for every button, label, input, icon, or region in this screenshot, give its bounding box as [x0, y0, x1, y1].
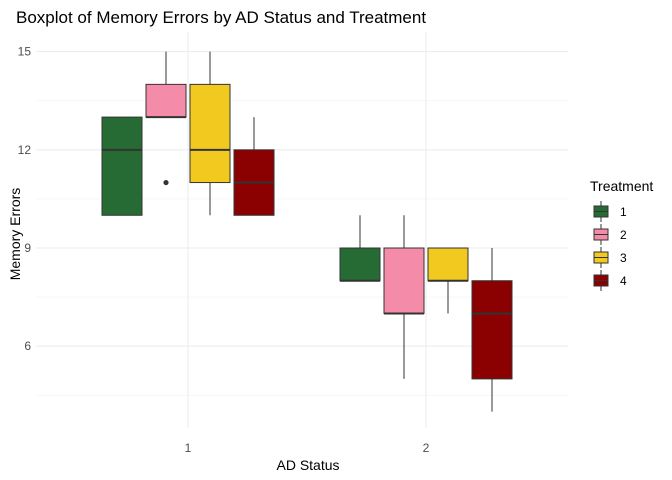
box-iqr [145, 83, 187, 118]
box-4-ad-1 [233, 117, 275, 216]
y-tick-label: 9 [24, 241, 31, 255]
legend: Treatment 1 2 3 4 [590, 178, 653, 291]
box-1-ad-1 [101, 116, 143, 216]
box-iqr [427, 247, 469, 282]
y-axis-label: Memory Errors [7, 188, 23, 281]
box-iqr [471, 280, 513, 380]
legend-key-4 [593, 270, 609, 291]
y-tick-label: 15 [18, 45, 32, 59]
x-axis-label: AD Status [276, 457, 339, 473]
y-tick-labels: 6 9 12 15 [18, 45, 32, 354]
chart-title: Boxplot of Memory Errors by AD Status an… [16, 8, 426, 27]
box-iqr [339, 247, 381, 282]
box-iqr [383, 247, 425, 314]
y-tick-label: 12 [18, 143, 32, 157]
legend-key-2 [593, 224, 609, 245]
legend-label: 4 [620, 274, 627, 288]
outlier-point [163, 179, 169, 186]
legend-title: Treatment [590, 178, 653, 194]
legend-label: 1 [620, 205, 627, 219]
x-tick-label: 2 [423, 441, 430, 455]
x-tick-label: 1 [185, 441, 192, 455]
legend-label: 2 [620, 228, 627, 242]
legend-key-1 [593, 201, 609, 222]
box-4-ad-2 [471, 248, 513, 412]
legend-label: 3 [620, 251, 627, 265]
box-2-ad-1 [145, 51, 187, 186]
legend-key-3 [593, 247, 609, 268]
box-2-ad-2 [383, 215, 425, 379]
box-3-ad-1 [189, 51, 231, 216]
box-iqr [101, 116, 143, 216]
y-tick-label: 6 [24, 339, 31, 353]
box-layer [101, 51, 513, 412]
box-1-ad-2 [339, 215, 381, 282]
box-iqr [189, 83, 231, 184]
box-3-ad-2 [427, 247, 469, 314]
